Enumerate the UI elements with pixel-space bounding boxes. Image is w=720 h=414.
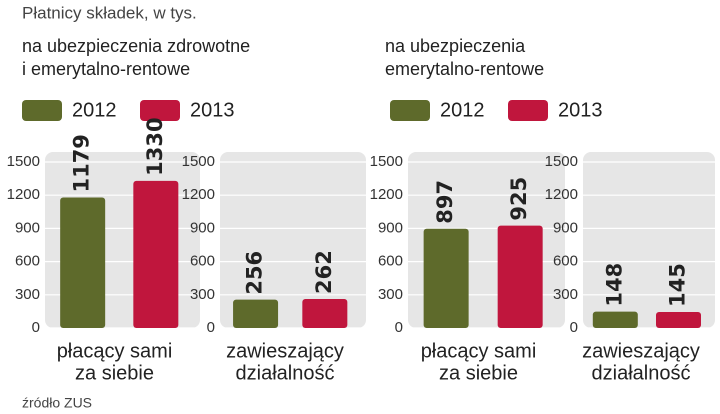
x-axis-label: działalność: [236, 362, 335, 384]
y-tick-label: 1500: [545, 153, 578, 170]
y-tick-label: 300: [553, 286, 578, 303]
bar: [133, 180, 179, 328]
y-tick-label: 0: [32, 319, 40, 336]
legend-swatch: [140, 100, 180, 121]
group-title: na ubezpieczenia zdrowotne: [22, 36, 250, 56]
chart-title: Płatnicy składek, w tys.: [22, 3, 197, 22]
y-tick-label: 600: [553, 253, 578, 270]
y-tick-label: 1500: [7, 153, 40, 170]
y-tick-label: 600: [15, 253, 40, 270]
y-tick-label: 900: [190, 219, 215, 236]
x-axis-label: za siebie: [75, 362, 154, 384]
x-axis-label: płacący sami: [57, 340, 173, 362]
source: źródło ZUS: [22, 395, 92, 411]
value-label: 1330: [143, 117, 167, 175]
y-tick-label: 900: [378, 219, 403, 236]
group-title: i emerytalno-rentowe: [22, 59, 190, 79]
y-tick-label: 1200: [545, 186, 578, 203]
x-axis-label: działalność: [592, 362, 691, 384]
legend-label: 2013: [190, 99, 235, 121]
bar: [592, 311, 638, 328]
y-tick-label: 1200: [370, 186, 403, 203]
panel-background: [583, 152, 715, 328]
value-label: 262: [312, 250, 336, 294]
y-tick-label: 0: [395, 319, 403, 336]
legend-label: 2013: [558, 99, 603, 121]
x-axis-label: zawieszający: [582, 340, 700, 362]
y-tick-label: 0: [570, 319, 578, 336]
bar: [60, 197, 106, 328]
y-tick-label: 1200: [7, 186, 40, 203]
y-tick-label: 900: [553, 219, 578, 236]
value-label: 256: [243, 251, 267, 295]
bar: [497, 225, 543, 328]
panel-background: [220, 152, 366, 328]
y-tick-label: 600: [190, 253, 215, 270]
bar: [656, 311, 701, 328]
bar: [233, 299, 279, 328]
value-label: 148: [602, 263, 626, 307]
y-tick-label: 1200: [182, 186, 215, 203]
bar: [302, 299, 348, 328]
value-label: 145: [666, 263, 690, 307]
value-label: 925: [507, 177, 531, 221]
legend-swatch: [390, 100, 430, 121]
y-tick-label: 300: [378, 286, 403, 303]
value-label: 897: [433, 180, 457, 224]
y-tick-label: 900: [15, 219, 40, 236]
legend-swatch: [22, 100, 62, 121]
value-label: 1179: [70, 134, 94, 192]
y-tick-label: 1500: [370, 153, 403, 170]
x-axis-label: płacący sami: [421, 340, 537, 362]
x-axis-label: zawieszający: [226, 340, 344, 362]
y-tick-label: 0: [207, 319, 215, 336]
y-tick-label: 300: [190, 286, 215, 303]
group-title: na ubezpieczenia: [385, 36, 526, 56]
legend-label: 2012: [440, 99, 485, 121]
y-tick-label: 300: [15, 286, 40, 303]
y-tick-label: 600: [378, 253, 403, 270]
legend-label: 2012: [72, 99, 117, 121]
x-axis-label: za siebie: [439, 362, 518, 384]
bar: [423, 228, 469, 328]
legend-swatch: [508, 100, 548, 121]
group-title: emerytalno-rentowe: [385, 59, 544, 79]
y-tick-label: 1500: [182, 153, 215, 170]
